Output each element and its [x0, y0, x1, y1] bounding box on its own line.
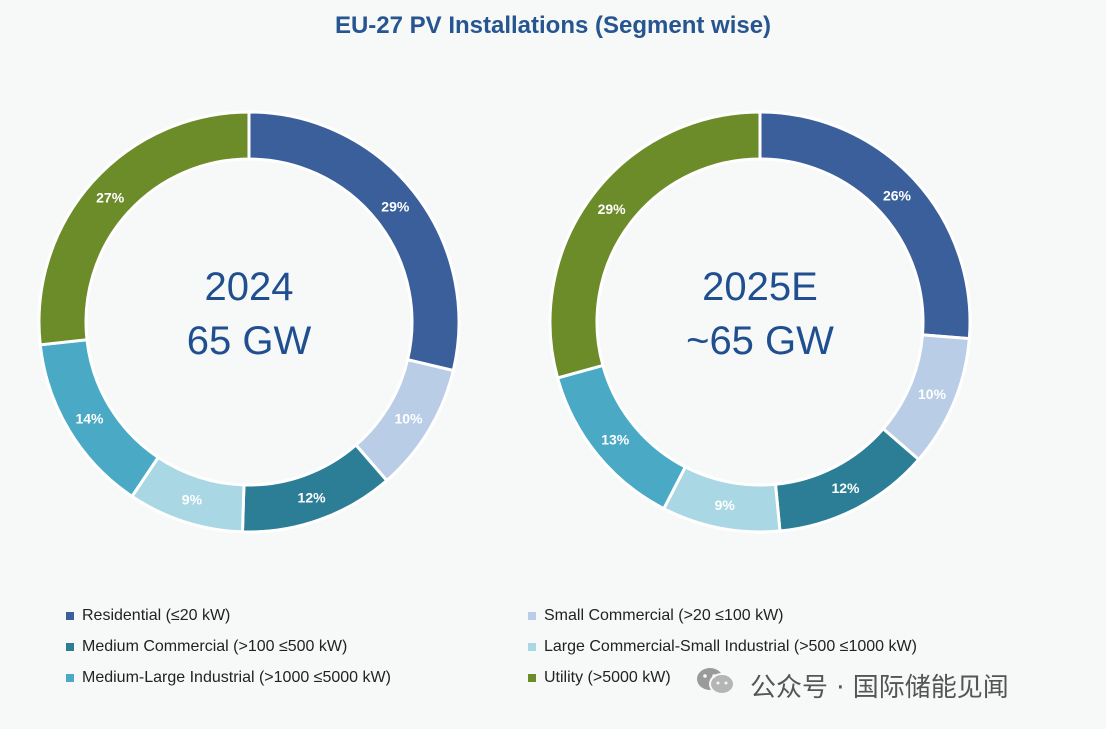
chart-title: EU-27 PV Installations (Segment wise) [334, 12, 772, 39]
donut-1-slice-5-label: 14% [75, 411, 104, 427]
donut-1-slice-4-label: 9% [182, 492, 203, 508]
donut-1-center-line-1: 2024 [205, 265, 294, 309]
donut-1-slice-6 [37, 110, 251, 347]
donut-2-slice-3-label: 12% [831, 480, 860, 496]
donut-2-slice-4-label: 9% [715, 497, 736, 513]
donut-1-slice-2-label: 10% [395, 411, 424, 427]
donut-1-center-line-2: 65 GW [187, 319, 312, 363]
wechat-watermark-text: 公众号 · 国际储能见闻 [750, 673, 1009, 703]
donut-1-slice-3-label: 12% [298, 490, 327, 506]
donut-2-slice-6 [548, 110, 762, 380]
donut-1-slice-1-label: 29% [381, 198, 410, 214]
donut-1-slice-3 [240, 442, 389, 534]
donut-2-slice-6-label: 29% [598, 201, 627, 217]
wechat-icon [697, 668, 735, 695]
donut-2-center-line-1: 2025E [702, 265, 818, 309]
donut-2-slice-1-label: 26% [883, 187, 912, 203]
donut-2-slice-2-label: 10% [918, 386, 947, 402]
donut-1-slice-6-label: 27% [96, 189, 125, 205]
donut-2-center-line-2: ~65 GW [686, 319, 834, 363]
donut-2-slice-5-label: 13% [601, 432, 630, 448]
